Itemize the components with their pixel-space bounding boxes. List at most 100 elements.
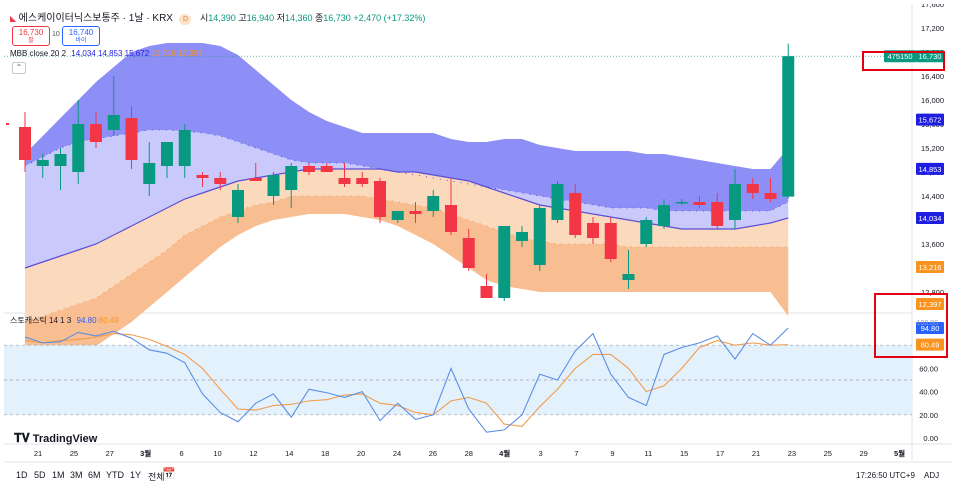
candle-body[interactable]: [374, 181, 386, 217]
sell-price: 16,730: [18, 28, 44, 37]
stoch-axis-label: 0.00: [923, 434, 938, 443]
candle-body[interactable]: [232, 190, 244, 217]
candle-body[interactable]: [143, 163, 156, 184]
time-axis-label: 10: [213, 449, 221, 458]
candle-body[interactable]: [533, 208, 546, 265]
mbb-v2: 14,853: [97, 49, 123, 58]
chart-canvas[interactable]: 17,60017,20016,80016,40016,00015,60015,2…: [4, 4, 952, 498]
candle-body[interactable]: [285, 166, 298, 190]
ohlc-low: 14,360: [284, 13, 313, 23]
time-axis-label: 24: [393, 449, 401, 458]
candle-body[interactable]: [356, 178, 369, 184]
clock-time[interactable]: 17:26:50 UTC+9: [856, 471, 915, 480]
candle-body[interactable]: [711, 202, 724, 226]
stoch-d-value: 80.49: [98, 316, 119, 325]
timeframe-1[interactable]: 5D: [34, 470, 46, 480]
mbb-lower-dotted-line: [24, 195, 789, 323]
timeframe-4[interactable]: 6M: [88, 470, 101, 480]
tradingview-logo[interactable]: 𝐓𝐕 TradingView: [14, 431, 97, 446]
candle-body[interactable]: [36, 160, 49, 166]
tv-logo-text: TradingView: [32, 433, 98, 445]
timeframe-5[interactable]: YTD: [106, 470, 124, 480]
candle-body[interactable]: [303, 166, 315, 172]
highlight-box-stoch: [874, 293, 948, 358]
timeframe-0[interactable]: 1D: [16, 470, 28, 480]
candle-body[interactable]: [214, 178, 227, 184]
order-qty[interactable]: 10: [52, 31, 60, 38]
time-axis-label: 9: [610, 449, 614, 458]
candle-body[interactable]: [338, 178, 351, 184]
candle-body[interactable]: [498, 226, 511, 298]
candle-body[interactable]: [409, 211, 422, 214]
candle-body[interactable]: [54, 154, 67, 166]
candle-body[interactable]: [587, 223, 599, 238]
ohlc-low-label: 저: [276, 13, 285, 23]
sell-button[interactable]: 16,730 팔: [12, 26, 50, 46]
price-tag: 13,216: [919, 263, 942, 272]
candle-body[interactable]: [622, 274, 635, 280]
symbol-title[interactable]: 에스케이이터닉스보통주 · 1날 · KRX: [18, 13, 173, 24]
candle-body[interactable]: [782, 56, 795, 197]
ohlc-open-label: 시: [200, 13, 209, 23]
calendar-icon[interactable]: 📅: [162, 468, 176, 480]
stoch-legend[interactable]: 스토캐스틱 14 1 3 94.80 80.49: [10, 315, 119, 326]
ohlc-close: 16,730: [323, 13, 351, 23]
candle-body[interactable]: [107, 115, 120, 130]
candle-body[interactable]: [249, 178, 262, 181]
mbb-lower-band: [25, 169, 789, 322]
candle-body[interactable]: [480, 286, 493, 298]
time-axis-label: 15: [680, 449, 688, 458]
candle-body[interactable]: [125, 118, 138, 160]
price-tag-bg: [916, 211, 944, 224]
stoch-axis-label: 20.00: [919, 411, 938, 420]
candle-body[interactable]: [604, 223, 617, 259]
timeframe-2[interactable]: 1M: [52, 470, 65, 480]
candle-body[interactable]: [729, 184, 741, 220]
candle-body[interactable]: [19, 127, 31, 160]
candle-body[interactable]: [427, 196, 440, 211]
candle-body[interactable]: [640, 220, 653, 244]
candle-body[interactable]: [675, 202, 688, 204]
buy-price: 16,740: [68, 28, 94, 37]
timeframe-7[interactable]: 전체: [148, 472, 165, 482]
timeframe-3[interactable]: 3M: [70, 470, 83, 480]
candle-body[interactable]: [693, 202, 706, 205]
stoch-axis-label: 40.00: [919, 388, 938, 397]
candle-body[interactable]: [267, 175, 280, 196]
candle-body[interactable]: [72, 124, 85, 172]
candle-body[interactable]: [178, 130, 191, 166]
candle-body[interactable]: [551, 184, 564, 220]
price-tag: 12,397: [919, 300, 942, 309]
highlight-box-price: [862, 51, 945, 71]
candle-body[interactable]: [462, 238, 475, 268]
candle-body[interactable]: [196, 175, 209, 178]
mbb-v4: 13,216: [151, 49, 176, 58]
candle-body[interactable]: [391, 211, 404, 220]
candle-body[interactable]: [746, 184, 759, 193]
price-tag-bg: [916, 322, 944, 335]
candle-body[interactable]: [516, 232, 528, 241]
timeframe-6[interactable]: 1Y: [130, 470, 142, 480]
time-axis-label: 12: [249, 449, 257, 458]
candle-body[interactable]: [320, 166, 333, 172]
ohlc-change: +2,470 (+17.32%): [353, 13, 426, 23]
candle-body[interactable]: [445, 205, 457, 232]
price-axis-label: 12,800: [921, 288, 944, 297]
candle-body[interactable]: [764, 193, 777, 199]
collapse-chevron-icon[interactable]: ⌃: [12, 62, 26, 74]
price-tag-bg: [916, 338, 944, 351]
mbb-legend[interactable]: MBB close 20 2 14,034 14,853 15,672 13,2…: [10, 49, 203, 58]
candle-body[interactable]: [161, 142, 173, 166]
price-tag-bg: [916, 298, 944, 310]
time-axis-label: 3월: [140, 448, 151, 458]
candle-body[interactable]: [569, 193, 582, 235]
buy-button[interactable]: 16,740 바이: [62, 26, 100, 46]
candle-body[interactable]: [658, 205, 670, 226]
time-axis-label: 28: [465, 449, 473, 458]
stoch-k-line: [24, 327, 789, 433]
candle-body[interactable]: [90, 124, 102, 142]
price-tag: 15,672: [919, 116, 942, 125]
mbb-outer-lower-band: [25, 196, 789, 370]
adj-toggle[interactable]: ADJ: [924, 471, 940, 480]
price-tag-bg: [916, 162, 944, 175]
